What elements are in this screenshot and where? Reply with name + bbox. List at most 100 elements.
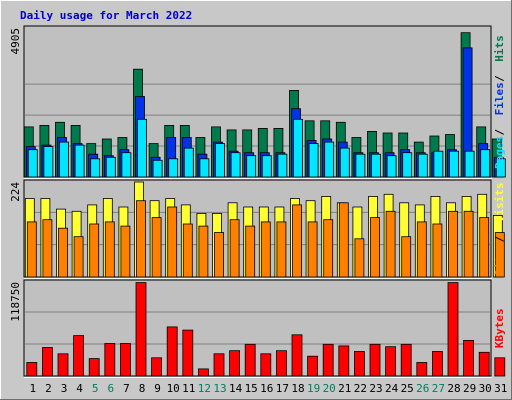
bar-sites-day-31 xyxy=(494,232,505,278)
panel-middle-legend-separator: / xyxy=(493,235,506,242)
bar-pages-day-7 xyxy=(121,152,132,178)
panel-top-legend-separator: / xyxy=(493,75,506,82)
bar-pages-day-31 xyxy=(495,158,506,178)
x-tick-label-day-19: 19 xyxy=(307,382,320,395)
bar-kbytes-day-10 xyxy=(166,326,178,377)
bar-sites-day-20 xyxy=(323,219,334,278)
bar-kbytes-day-21 xyxy=(338,345,350,377)
x-tick-label-day-28: 28 xyxy=(447,382,460,395)
bar-sites-day-22 xyxy=(354,238,365,278)
x-tick-label-day-13: 13 xyxy=(213,382,226,395)
bar-pages-day-20 xyxy=(324,141,335,178)
bar-pages-day-15 xyxy=(246,155,257,178)
bar-pages-day-28 xyxy=(449,150,459,178)
bar-sites-day-7 xyxy=(120,225,131,278)
bar-sites-day-10 xyxy=(167,206,178,278)
bar-kbytes-day-8 xyxy=(135,282,147,377)
bar-pages-day-10 xyxy=(168,158,179,178)
bar-kbytes-day-9 xyxy=(151,357,163,377)
bar-kbytes-day-11 xyxy=(182,329,194,377)
bar-sites-day-19 xyxy=(307,221,318,278)
bar-sites-day-6 xyxy=(104,221,115,278)
x-tick-label-day-14: 14 xyxy=(229,382,243,395)
bar-pages-day-5 xyxy=(90,158,101,178)
x-tick-label-day-29: 29 xyxy=(463,382,476,395)
bar-kbytes-day-16 xyxy=(260,353,272,377)
bar-kbytes-day-18 xyxy=(291,334,303,377)
bar-kbytes-day-30 xyxy=(478,351,490,377)
bar-pages-day-1 xyxy=(27,149,38,178)
x-tick-label-day-3: 3 xyxy=(61,382,68,395)
panel-top-ymax-label: 4905 xyxy=(9,28,22,55)
bar-kbytes-day-31 xyxy=(494,357,506,377)
bar-kbytes-day-12 xyxy=(197,368,209,377)
bar-pages-day-18 xyxy=(293,118,303,178)
x-tick-label-day-22: 22 xyxy=(354,382,367,395)
panel-top-area xyxy=(23,25,492,178)
bar-sites-day-27 xyxy=(432,223,443,278)
bar-sites-day-14 xyxy=(229,219,240,278)
x-tick-label-day-9: 9 xyxy=(154,382,161,395)
panel-middle-area xyxy=(23,179,492,278)
bar-kbytes-day-13 xyxy=(213,353,225,377)
x-tick-label-day-17: 17 xyxy=(276,382,289,395)
legend-sites: Sites xyxy=(493,243,506,276)
bar-pages-day-3 xyxy=(59,141,69,178)
bar-sites-day-1 xyxy=(26,221,37,278)
bar-pages-day-17 xyxy=(277,153,288,178)
x-tick-label-day-16: 16 xyxy=(260,382,273,395)
bar-kbytes-day-4 xyxy=(73,335,84,377)
bar-pages-day-29 xyxy=(464,150,475,178)
bar-sites-day-28 xyxy=(448,210,458,278)
bar-kbytes-day-14 xyxy=(229,350,241,377)
x-tick-label-day-26: 26 xyxy=(416,382,429,395)
bar-pages-day-23 xyxy=(371,153,381,178)
bar-sites-day-15 xyxy=(245,225,256,278)
bar-pages-day-14 xyxy=(230,152,241,178)
bar-sites-day-17 xyxy=(276,221,287,278)
legend-pages: Pages xyxy=(493,136,506,169)
bar-sites-day-13 xyxy=(214,232,224,278)
panel-bottom-area xyxy=(23,279,492,377)
bar-pages-day-11 xyxy=(183,147,194,178)
bar-sites-day-8 xyxy=(136,200,146,278)
bar-sites-day-12 xyxy=(198,225,209,278)
bar-sites-day-18 xyxy=(292,204,302,278)
bar-kbytes-day-24 xyxy=(385,346,397,377)
bar-kbytes-day-19 xyxy=(307,355,319,377)
bar-kbytes-day-25 xyxy=(400,343,412,377)
x-tick-label-day-23: 23 xyxy=(369,382,382,395)
bar-sites-day-11 xyxy=(182,223,193,278)
panel-middle-ymax-label: 224 xyxy=(9,182,22,202)
bar-sites-day-29 xyxy=(463,210,474,278)
bar-kbytes-day-2 xyxy=(42,347,53,377)
bar-pages-day-2 xyxy=(43,146,54,178)
bar-sites-day-3 xyxy=(58,227,68,278)
bar-pages-day-6 xyxy=(105,156,116,178)
bar-pages-day-30 xyxy=(480,149,491,178)
bar-pages-day-19 xyxy=(308,143,319,178)
legend-hits: Hits xyxy=(493,35,506,62)
bar-pages-day-8 xyxy=(137,118,147,178)
bar-pages-day-12 xyxy=(199,158,210,178)
panel-bottom-ymax-label: 118750 xyxy=(9,282,22,322)
bar-kbytes-day-6 xyxy=(104,343,116,377)
legend-visits: Visits xyxy=(493,183,506,223)
bar-sites-day-30 xyxy=(479,217,490,278)
bar-sites-day-16 xyxy=(260,221,271,278)
bar-kbytes-day-28 xyxy=(447,282,459,377)
bar-kbytes-day-23 xyxy=(369,343,381,377)
x-tick-label-day-12: 12 xyxy=(198,382,211,395)
bar-pages-day-16 xyxy=(261,155,272,178)
bar-kbytes-day-15 xyxy=(244,343,256,377)
x-tick-label-day-7: 7 xyxy=(123,382,130,395)
bar-pages-day-24 xyxy=(386,155,397,178)
x-tick-label-day-20: 20 xyxy=(323,382,336,395)
legend-kbytes: KBytes xyxy=(493,308,506,348)
x-tick-label-day-25: 25 xyxy=(401,382,414,395)
x-tick-label-day-10: 10 xyxy=(167,382,180,395)
bar-pages-day-9 xyxy=(152,159,163,178)
bar-pages-day-22 xyxy=(355,153,366,178)
bar-pages-day-25 xyxy=(402,152,413,178)
